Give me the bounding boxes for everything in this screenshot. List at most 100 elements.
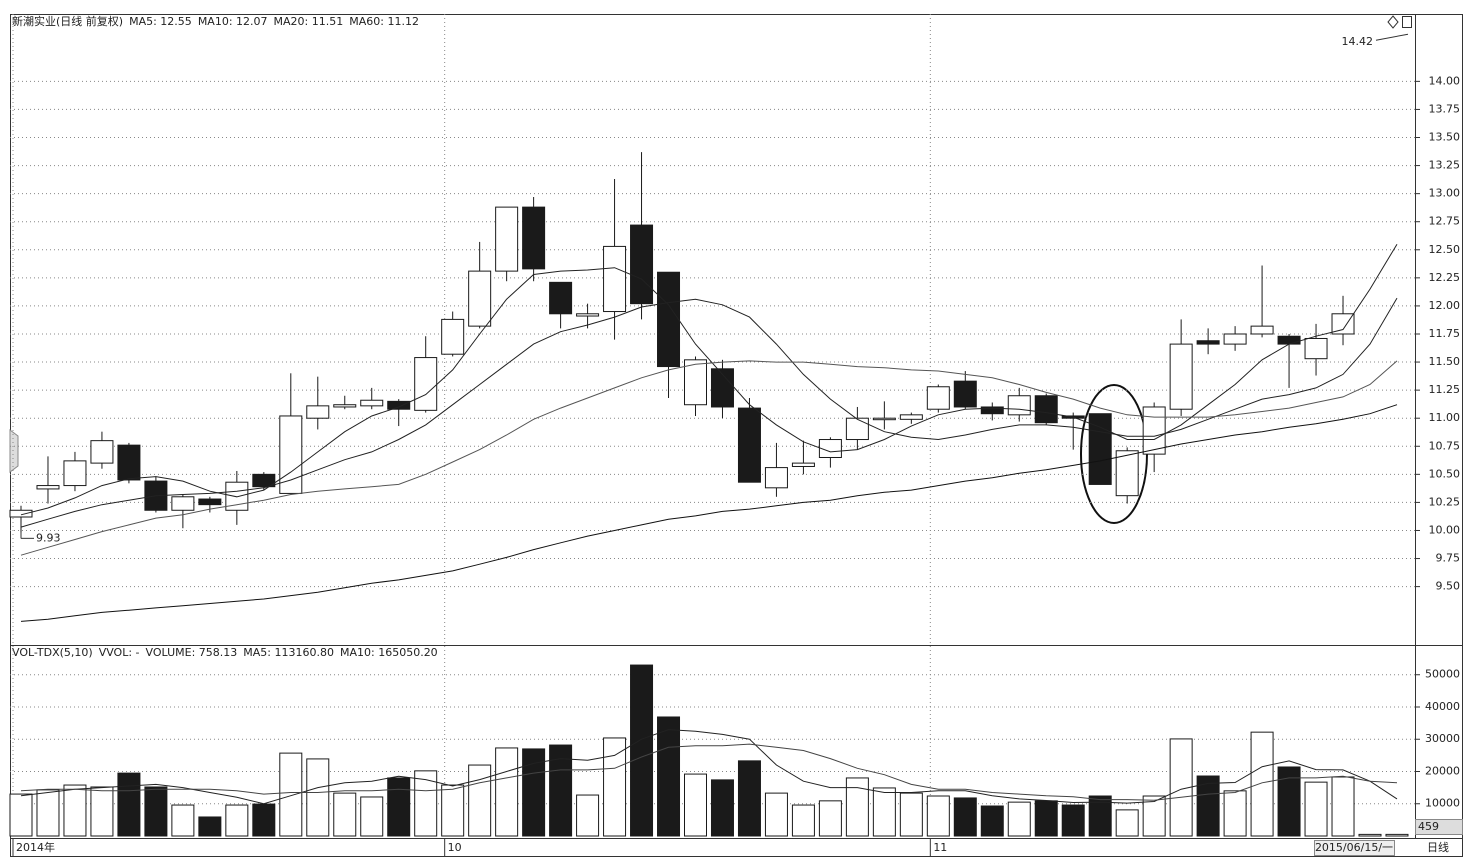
volume-bar [1331, 776, 1355, 837]
volume-bar [630, 664, 654, 837]
y-tick-label: 11.00 [1429, 411, 1461, 424]
candle-body [1115, 450, 1139, 497]
side-handle[interactable] [9, 429, 19, 473]
cursor-value: 459 [1418, 820, 1439, 833]
candle-body [90, 440, 114, 464]
y-tick-label: 9.50 [1436, 580, 1461, 593]
volume-bar [441, 784, 465, 837]
candle-body [1250, 325, 1274, 335]
candle-body [117, 444, 141, 481]
header-label: VOLUME: 758.13 [146, 646, 238, 659]
header-label: VVOL: - [99, 646, 140, 659]
volume-bar [495, 747, 519, 837]
y-tick-label: 10.00 [1429, 523, 1461, 536]
volume-bar [1034, 800, 1058, 837]
volume-bar [1250, 731, 1274, 837]
y-tick-label: 12.00 [1429, 299, 1461, 312]
y-tick-label: 30000 [1425, 732, 1460, 745]
header-label: MA10: 12.07 [198, 15, 268, 28]
date-label: 2015/06/15/一 [1315, 841, 1393, 854]
y-tick-label: 12.25 [1429, 271, 1461, 284]
candle-body [1331, 313, 1355, 335]
volume-bar [926, 795, 950, 837]
volume-bar [1223, 790, 1247, 837]
candle-body [845, 417, 869, 441]
frame [10, 14, 1463, 857]
candle-body [306, 405, 330, 419]
volume-bar [549, 744, 573, 837]
candle-body [764, 467, 788, 489]
volume-bar [1385, 833, 1409, 837]
y-tick-label: 13.75 [1429, 102, 1461, 115]
y-tick-label: 10.50 [1429, 467, 1461, 480]
candle-body [522, 206, 546, 270]
candle-body [1142, 406, 1166, 455]
header-label: 新潮实业(日线 前复权) [12, 14, 123, 28]
header-label: VOL-TDX(5,10) [12, 646, 93, 659]
ma-line [20, 297, 1398, 528]
candle-body [710, 368, 734, 408]
icon-diamond[interactable] [1387, 15, 1399, 29]
volume-bar [414, 770, 438, 837]
candle-body [1196, 340, 1220, 345]
header-label: MA60: 11.12 [349, 15, 419, 28]
volume-bar [845, 777, 869, 837]
volume-bar [387, 777, 411, 837]
volume-bar [603, 737, 627, 837]
y-tick-label: 12.75 [1429, 215, 1461, 228]
max-marker: 14.42 [1342, 35, 1374, 48]
candle-body [953, 380, 977, 408]
volume-bar [791, 804, 815, 837]
min-marker: 9.93 [36, 531, 61, 544]
candle-body [279, 415, 303, 494]
y-tick-label: 11.50 [1429, 355, 1461, 368]
volume-bar [657, 716, 681, 837]
y-tick-label: 11.75 [1429, 327, 1461, 340]
volume-bar [1007, 801, 1031, 837]
volume-bar [737, 760, 761, 837]
candle-body [899, 414, 923, 420]
volume-bar [360, 796, 384, 837]
y-tick-label: 10000 [1425, 797, 1460, 810]
icon-window[interactable] [1402, 16, 1412, 28]
candle-body [468, 270, 492, 327]
candle-body [495, 206, 519, 272]
candle-body [791, 462, 815, 467]
y-tick-label: 10.25 [1429, 495, 1461, 508]
volume-bar [872, 787, 896, 837]
candle-body [603, 245, 627, 313]
volume-bar [1358, 833, 1382, 837]
candle-body [1034, 395, 1058, 424]
candle-body [63, 460, 87, 487]
cursor-box [1415, 819, 1463, 835]
volume-bar [468, 764, 492, 837]
candle-body [872, 417, 896, 421]
volume-bar [1196, 775, 1220, 837]
candle-body [684, 359, 707, 406]
volume-bar [198, 816, 222, 837]
candle-body [576, 313, 600, 317]
volume-bar [576, 794, 600, 837]
volume-bar [1142, 795, 1166, 837]
candle-body [333, 404, 357, 408]
volume-bar [764, 792, 788, 837]
y-tick-label: 10.75 [1429, 439, 1461, 452]
volume-bar [1304, 781, 1328, 837]
candle-body [360, 399, 384, 407]
volume-bar [1277, 766, 1301, 837]
ma-line [20, 243, 1398, 516]
candle-body [818, 439, 842, 458]
candle-body [630, 224, 654, 305]
volume-bar [818, 800, 842, 837]
y-tick-label: 20000 [1425, 764, 1460, 777]
y-tick-label: 12.50 [1429, 243, 1461, 256]
x-tick-label: 11 [933, 841, 947, 854]
ma-line [20, 743, 1398, 801]
volume-bar [63, 784, 87, 837]
header-label: MA20: 11.51 [274, 15, 344, 28]
candle-body [980, 406, 1004, 415]
volume-bar [522, 748, 546, 837]
x-tick-label: 10 [448, 841, 462, 854]
